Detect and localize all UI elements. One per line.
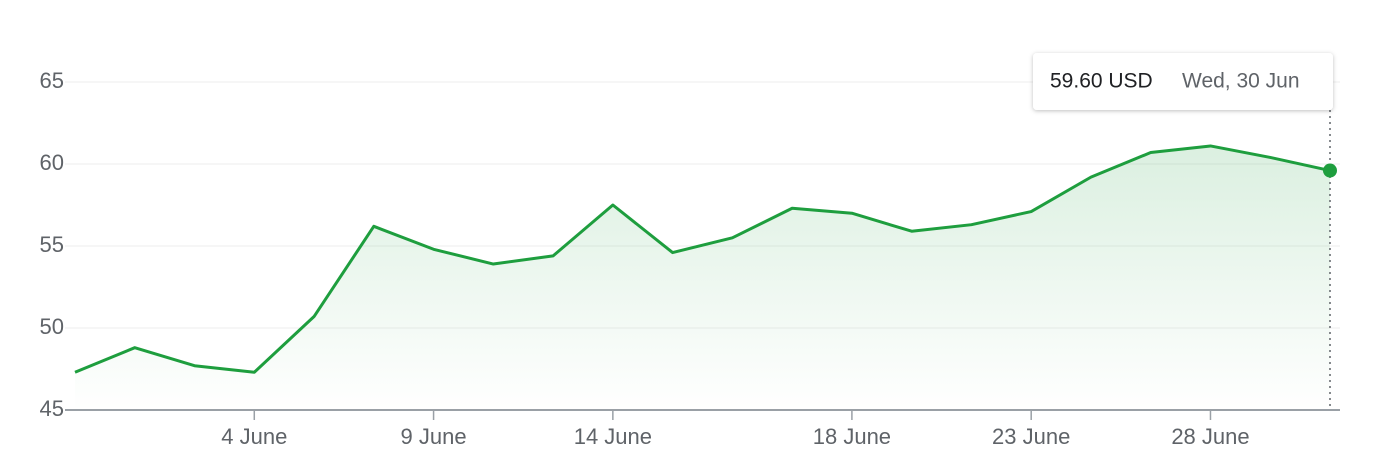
y-tick-label: 55 [40,232,64,257]
y-tick-label: 50 [40,314,64,339]
tooltip-value: 59.60 USD [1050,70,1153,93]
plot-area: 45 50 55 60 65 4 June 9 June 14 June 18 June 23 J… [40,68,1340,449]
tooltip-date: Wed, 30 Jun [1182,70,1300,93]
y-tick-label: 65 [40,68,64,93]
hover-dot [1323,163,1337,178]
area [75,145,1330,410]
y-tick-label: 45 [40,396,64,421]
y-tick-label: 60 [40,150,64,175]
x-tick-label: 28 June [1171,424,1249,449]
x-tick-label: 18 June [813,424,891,449]
x-tick-label: 4 June [221,424,287,449]
tooltip: 59.60 USD Wed, 30 Jun [1033,53,1333,110]
x-tick-label: 9 June [401,424,467,449]
tooltip-box [1033,53,1333,110]
price-line [74,144,1331,374]
x-tick-label: 14 June [574,424,652,449]
x-tick-label: 23 June [992,424,1070,449]
